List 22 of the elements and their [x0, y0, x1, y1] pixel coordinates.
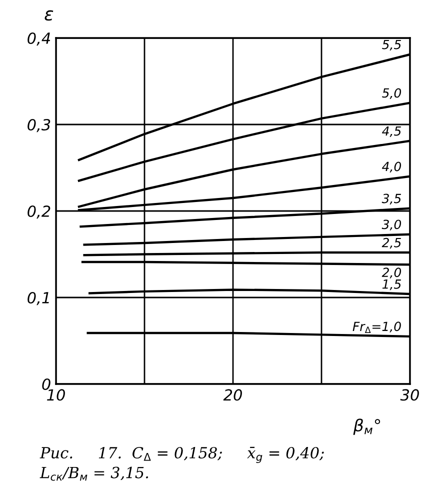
series-label: 5,0 — [382, 88, 402, 99]
series-label: 5,5 — [382, 40, 401, 51]
y-tick-label: 0,3 — [28, 118, 50, 132]
y-tick-label: 0,2 — [28, 205, 50, 219]
y-tick-label: 0 — [42, 378, 50, 390]
series-label: 1,5 — [382, 280, 401, 290]
y-axis-title: ε — [44, 10, 54, 21]
series-label: 4,0 — [382, 162, 402, 172]
series-label: 4,5 — [382, 126, 401, 138]
y-tick-label: 0,4 — [28, 32, 50, 46]
x-tick-label: 30 — [400, 389, 419, 401]
text: Рис. 17. C$_{Δ}$ = 0,158; x̄$_{g}$ = 0,40; — [40, 446, 324, 464]
text: L$_{ск}$/B$_{м}$ = 3,15. — [40, 466, 148, 481]
x-tick-label: 20 — [223, 389, 242, 401]
series-label: Fr$_{Δ}$=1,0 — [352, 322, 401, 333]
series-label: 2,0 — [382, 268, 402, 278]
series-label: 3,0 — [382, 220, 402, 230]
x-axis-title: β$_{м}$° — [353, 418, 380, 435]
x-tick-label: 10 — [47, 389, 65, 401]
series-label: 3,5 — [382, 194, 401, 204]
series-label: 2,5 — [382, 238, 401, 249]
y-tick-label: 0,1 — [28, 292, 49, 306]
